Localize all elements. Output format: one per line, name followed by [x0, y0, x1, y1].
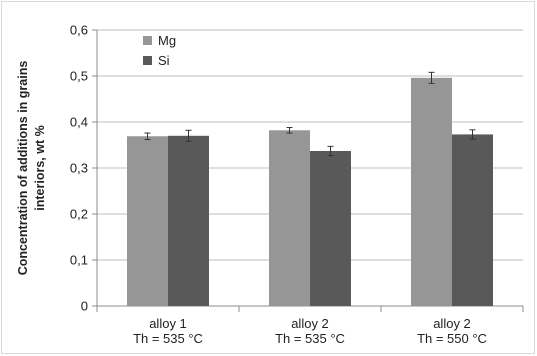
x-category-label: alloy 2: [291, 316, 329, 331]
bar-mg: [127, 136, 168, 306]
bar-si: [168, 135, 209, 306]
y-tick-label: 0,5: [70, 69, 88, 84]
bar-mg: [269, 130, 310, 306]
y-tick-label: 0: [81, 299, 88, 314]
legend-swatch-si: [143, 56, 152, 65]
legend-label: Mg: [158, 33, 176, 48]
y-tick-label: 0,6: [70, 23, 88, 38]
y-axis-title: interiors, wt %: [33, 125, 47, 210]
x-category-label: Th = 550 °C: [417, 331, 487, 346]
bar-mg: [411, 77, 452, 306]
y-tick-label: 0,1: [70, 253, 88, 268]
legend-swatch-mg: [143, 36, 152, 45]
y-axis-title: Concentration of additions in grains: [16, 61, 30, 276]
bar-si: [452, 134, 493, 306]
x-category-label: Th = 535 °C: [133, 331, 203, 346]
y-tick-label: 0,2: [70, 207, 88, 222]
y-tick-label: 0,4: [70, 115, 88, 130]
x-category-label: alloy 2: [433, 316, 471, 331]
legend-label: Si: [158, 53, 170, 68]
x-category-label: alloy 1: [149, 316, 187, 331]
y-tick-label: 0,3: [70, 161, 88, 176]
x-category-label: Th = 535 °C: [275, 331, 345, 346]
bar-si: [310, 150, 351, 306]
